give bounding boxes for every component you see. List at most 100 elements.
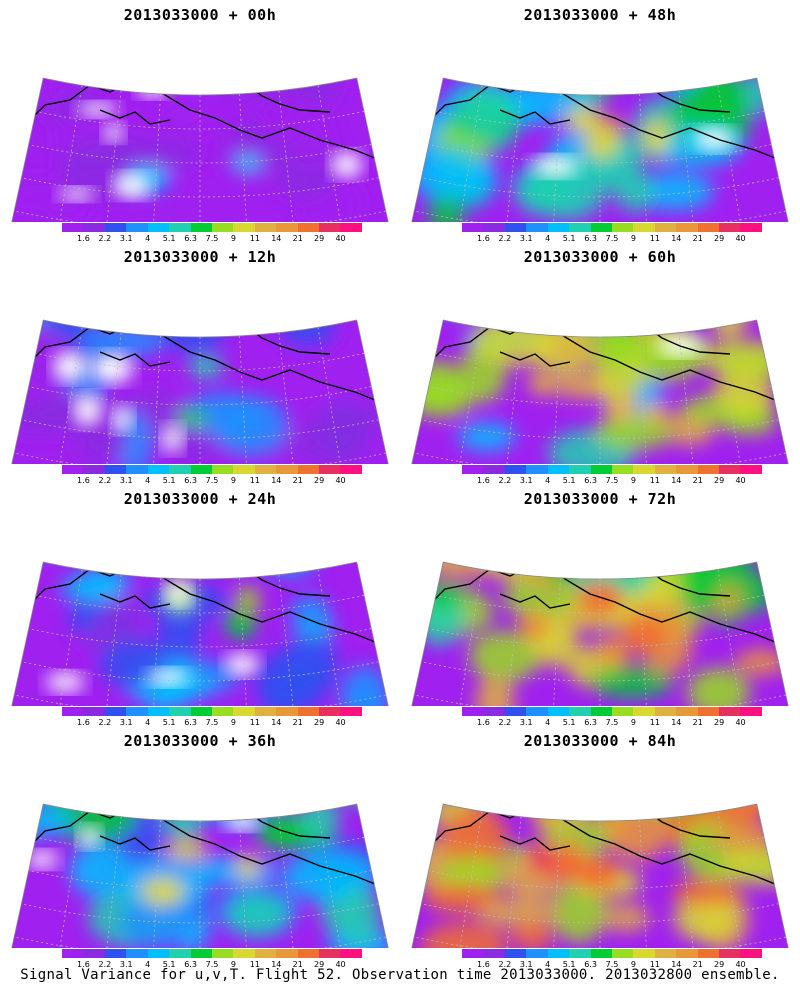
longitude-line xyxy=(317,327,346,464)
forecast-panel: 2013033000 + 36h 1.6 2.2 3.1 4 5.1 6.3 7.5 9 11 14… xyxy=(0,726,400,971)
colorbar-swatch xyxy=(697,949,720,958)
colorbar-swatch xyxy=(319,949,341,958)
longitude-line xyxy=(550,819,561,948)
coastline xyxy=(419,78,781,161)
longitude-line xyxy=(150,819,161,948)
colorbar-swatch xyxy=(254,949,277,958)
missing-region xyxy=(224,653,260,676)
colorbar-swatch xyxy=(126,223,148,232)
field-contour xyxy=(234,512,319,550)
field-maximum xyxy=(623,617,667,653)
colorbar-labels: 1.6 2.2 3.1 4 5.1 6.3 7.5 9 11 14 21 29 40 xyxy=(54,476,374,486)
field-contour xyxy=(27,754,86,801)
colorbar-tick-label: 1.6 xyxy=(477,718,490,727)
colorbar-tick-label: 3.1 xyxy=(119,960,133,969)
field-contour xyxy=(599,562,670,579)
colorbar-tick-label: 3.1 xyxy=(119,476,133,485)
colorbar-tick-label: 7.5 xyxy=(205,234,219,243)
colorbar-tick-label: 21 xyxy=(292,476,303,485)
field-contour xyxy=(420,923,508,948)
colorbar-swatch xyxy=(547,707,570,716)
colorbar-swatch xyxy=(62,465,84,474)
longitude-line xyxy=(54,327,83,464)
colorbar-swatch xyxy=(104,707,127,716)
colorbar-tick-label: 2.2 xyxy=(98,476,112,485)
field-contour xyxy=(288,417,370,464)
field-maximum xyxy=(175,409,209,427)
field-contour xyxy=(502,577,577,619)
colorbar-tick-label: 2.2 xyxy=(498,960,512,969)
colorbar-tick-label: 2.2 xyxy=(98,234,112,243)
colorbar-labels: 1.6 2.2 3.1 4 5.1 6.3 7.5 9 11 14 21 29 40 xyxy=(54,718,374,728)
colorbar-tick-label: 5.1 xyxy=(562,960,576,969)
colorbar-tick-label: 3.1 xyxy=(519,234,533,243)
colorbar-tick-label: 14 xyxy=(271,234,282,243)
colorbar-swatch xyxy=(633,223,655,232)
missing-region xyxy=(162,424,183,453)
colorbar-swatch xyxy=(190,949,212,958)
field-contour xyxy=(283,634,339,696)
colorbar-swatch xyxy=(719,465,741,474)
colorbar-swatch xyxy=(462,707,484,716)
colorbar-tick-label: 11 xyxy=(249,718,260,727)
latitude-line xyxy=(435,836,765,856)
coastline xyxy=(19,320,381,403)
colorbar-tick-label: 29 xyxy=(714,476,725,485)
panel-title: 2013033000 + 36h xyxy=(123,732,277,750)
field-contour xyxy=(296,78,339,106)
colorbar-tick-label: 3.1 xyxy=(519,718,533,727)
forecast-map xyxy=(406,561,794,706)
field-contour xyxy=(98,40,152,77)
field-contour xyxy=(437,748,491,798)
field-contour xyxy=(73,568,131,594)
missing-region xyxy=(53,351,89,382)
longitude-line xyxy=(454,569,483,706)
colorbar-swatch xyxy=(740,223,762,232)
colorbar-tick-label: 9 xyxy=(230,234,236,243)
colorbar-swatch xyxy=(547,949,570,958)
colorbar-tick-label: 6.3 xyxy=(584,718,597,727)
field-contour xyxy=(611,294,658,319)
colorbar-tick-label: 1.6 xyxy=(477,234,490,243)
coastline xyxy=(99,835,171,851)
colorbar-swatch xyxy=(504,223,527,232)
colorbar-swatch xyxy=(340,949,362,958)
colorbar-swatch xyxy=(83,223,105,232)
colorbar-tick-label: 1.6 xyxy=(77,718,90,727)
field-contour xyxy=(342,686,383,706)
field-contour xyxy=(289,108,330,166)
colorbar-swatch xyxy=(126,949,148,958)
colorbar-tick-label: 5.1 xyxy=(162,718,176,727)
field-contour xyxy=(476,898,561,928)
field-contour xyxy=(423,562,499,578)
colorbar-swatch xyxy=(104,465,127,474)
colorbar-swatch xyxy=(676,949,698,958)
colorbar-tick-label: 7.5 xyxy=(205,476,219,485)
coastline xyxy=(214,804,287,805)
latitude-line xyxy=(21,419,379,440)
longitude-line xyxy=(150,335,161,464)
field-maximum xyxy=(565,107,602,132)
field-contour xyxy=(68,509,157,551)
colorbar-tick-label: 11 xyxy=(649,234,660,243)
colorbar-tick-label: 9 xyxy=(230,718,236,727)
colorbar-swatch xyxy=(611,707,634,716)
colorbar-labels: 1.6 2.2 3.1 4 5.1 6.3 7.5 9 11 14 21 29 40 xyxy=(54,234,374,244)
field-contour xyxy=(636,172,715,211)
missing-region xyxy=(531,156,579,177)
colorbar-tick-label: 9 xyxy=(630,476,636,485)
field-contour xyxy=(40,78,79,106)
panel-title: 2013033000 + 84h xyxy=(523,732,677,750)
colorbar-swatch xyxy=(297,223,320,232)
coastline xyxy=(19,78,381,161)
colorbar-tick-label: 3.1 xyxy=(119,718,133,727)
colorbar-tick-label: 9 xyxy=(630,234,636,243)
colorbar xyxy=(462,707,762,716)
forecast-map xyxy=(6,40,394,222)
latitude-line xyxy=(35,836,365,856)
panel-title: 2013033000 + 48h xyxy=(523,6,677,24)
colorbar-swatch xyxy=(462,223,484,232)
longitude-line xyxy=(717,327,746,464)
colorbar-swatch xyxy=(319,465,341,474)
coastline xyxy=(614,562,687,563)
